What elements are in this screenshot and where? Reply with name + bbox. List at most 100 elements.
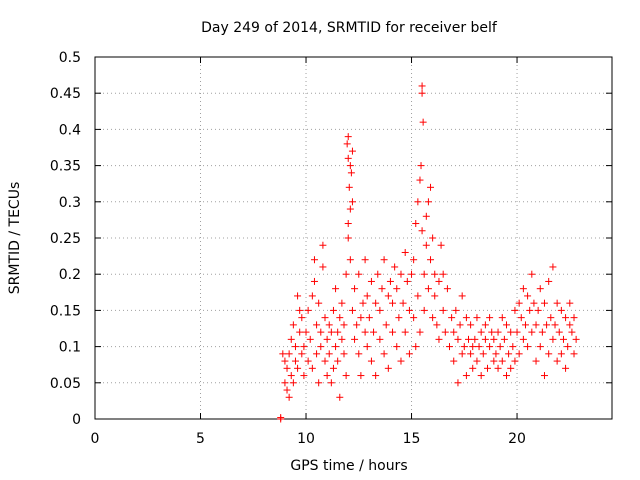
data-point	[384, 292, 392, 300]
data-point	[486, 343, 494, 351]
y-tick-label: 0.05	[50, 376, 81, 392]
data-point	[405, 306, 413, 314]
data-point	[401, 248, 409, 256]
data-point	[384, 364, 392, 372]
data-point	[408, 270, 416, 278]
data-point	[566, 299, 574, 307]
data-point	[439, 306, 447, 314]
data-point	[448, 314, 456, 322]
data-point	[346, 256, 354, 264]
data-point	[429, 234, 437, 242]
data-point	[513, 328, 521, 336]
data-point	[317, 343, 325, 351]
data-point	[515, 299, 523, 307]
data-point	[329, 364, 337, 372]
data-point	[549, 335, 557, 343]
data-point	[431, 270, 439, 278]
data-point	[570, 314, 578, 322]
data-point	[393, 285, 401, 293]
data-point	[345, 183, 353, 191]
data-point	[481, 321, 489, 329]
data-point	[549, 263, 557, 271]
data-point	[553, 357, 561, 365]
data-point	[433, 321, 441, 329]
data-point	[505, 350, 513, 358]
data-point	[458, 350, 466, 358]
data-point	[502, 321, 510, 329]
data-point	[359, 299, 367, 307]
data-point	[424, 285, 432, 293]
data-point	[420, 270, 428, 278]
data-point	[446, 343, 454, 351]
data-point	[338, 299, 346, 307]
data-point	[325, 350, 333, 358]
data-point	[456, 321, 464, 329]
data-point	[435, 335, 443, 343]
data-point	[469, 364, 477, 372]
data-point	[279, 350, 287, 358]
data-point	[319, 241, 327, 249]
data-point	[382, 321, 390, 329]
data-point	[351, 285, 359, 293]
data-point	[437, 241, 445, 249]
data-point	[291, 357, 299, 365]
data-point	[321, 357, 329, 365]
data-point	[454, 379, 462, 387]
data-point	[285, 350, 293, 358]
data-point	[418, 89, 426, 97]
data-point	[532, 321, 540, 329]
data-point	[372, 299, 380, 307]
y-tick-label: 0	[72, 412, 81, 428]
data-point	[452, 306, 460, 314]
data-point	[530, 299, 538, 307]
data-point	[526, 306, 534, 314]
data-point	[534, 306, 542, 314]
data-point	[540, 299, 548, 307]
data-point	[281, 357, 289, 365]
data-point	[351, 335, 359, 343]
data-point	[386, 277, 394, 285]
data-point	[348, 147, 356, 155]
data-point	[342, 270, 350, 278]
data-point	[363, 292, 371, 300]
plot-frame	[94, 56, 613, 420]
data-point	[283, 364, 291, 372]
data-point	[332, 285, 340, 293]
data-point	[296, 328, 304, 336]
data-point	[370, 328, 378, 336]
data-point	[417, 162, 425, 170]
data-point	[494, 328, 502, 336]
data-point	[336, 314, 344, 322]
data-point	[367, 277, 375, 285]
data-point	[336, 393, 344, 401]
y-axis-label: SRMTID / TECUs	[7, 182, 23, 295]
data-point	[294, 364, 302, 372]
data-point	[340, 321, 348, 329]
data-point	[395, 314, 403, 322]
y-tick-label: 0.4	[59, 122, 81, 138]
data-point	[441, 328, 449, 336]
data-point	[564, 343, 572, 351]
data-point	[332, 343, 340, 351]
data-point	[557, 306, 565, 314]
data-point	[427, 183, 435, 191]
data-point	[418, 227, 426, 235]
data-point	[344, 154, 352, 162]
x-tick-label: 20	[508, 431, 526, 447]
data-point	[357, 314, 365, 322]
data-point	[347, 169, 355, 177]
data-point	[300, 372, 308, 380]
data-point	[475, 343, 483, 351]
y-tick-label: 0.25	[50, 231, 81, 247]
data-point	[422, 212, 430, 220]
data-point	[486, 314, 494, 322]
data-point	[536, 285, 544, 293]
data-point	[380, 350, 388, 358]
data-point	[492, 350, 500, 358]
data-point	[289, 379, 297, 387]
data-point	[323, 372, 331, 380]
data-point	[405, 350, 413, 358]
y-tick-label: 0.5	[59, 50, 81, 66]
data-point	[420, 306, 428, 314]
x-tick-label: 0	[91, 431, 100, 447]
